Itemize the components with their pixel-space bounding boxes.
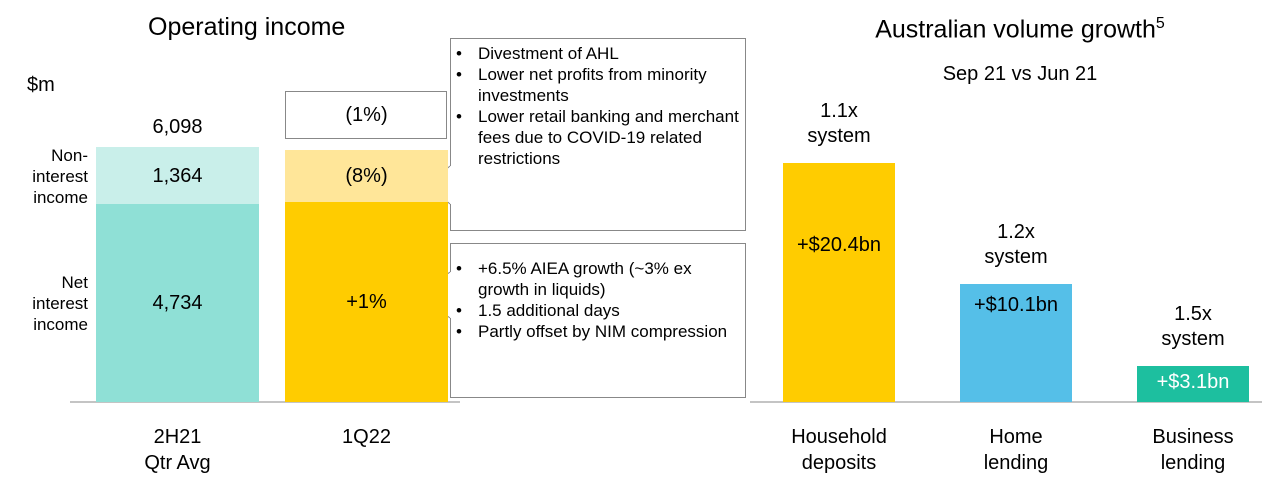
bar [960, 283, 1072, 402]
bar-segment [96, 204, 259, 402]
value-label: +$10.1bn [974, 293, 1058, 316]
bar [783, 163, 895, 402]
callout-list: Divestment of AHLLower net profits from … [452, 43, 744, 169]
value-label: +$20.4bn [797, 233, 881, 256]
annotation: 1.1x system [807, 100, 871, 147]
x-tick-label: Home lending [983, 426, 1049, 474]
value-label: +$3.1bn [1156, 370, 1230, 393]
bar-segment [96, 147, 259, 205]
value-label: 4,734 [152, 292, 203, 315]
x-tick-label: Business lending [1152, 426, 1234, 474]
value-label: 1,364 [152, 164, 203, 187]
callout-item: Divestment of AHL [452, 43, 744, 64]
chart-title: Operating income [148, 13, 346, 41]
callout-item: +6.5% AIEA growth (~3% ex growth in liqu… [452, 258, 744, 300]
callout-item: Lower retail banking and merchant fees d… [452, 106, 744, 169]
legend-label: Net interest income [32, 273, 88, 335]
title-text: Australian volume growth [875, 15, 1156, 44]
total-label: (1%) [345, 104, 388, 126]
total-label: 6,098 [152, 116, 203, 138]
callout-item: Lower net profits from minority investme… [452, 64, 744, 106]
total-box [285, 91, 447, 139]
chart-title: Australian volume growth5 [790, 14, 1250, 44]
value-label: +1% [346, 291, 387, 314]
bar-segment [285, 149, 448, 203]
callout-item: Partly offset by NIM compression [452, 321, 744, 342]
unit-label: $m [27, 74, 55, 96]
x-tick-label: 1Q22 [342, 426, 391, 448]
subtitle: Sep 21 vs Jun 21 [942, 63, 1098, 85]
footnote-mark: 5 [1155, 15, 1165, 32]
annotation: 1.2x system [984, 220, 1048, 268]
annotation: 1.5x system [1161, 302, 1225, 350]
legend-label: Non- interest income [32, 145, 88, 207]
value-label: (8%) [345, 164, 388, 187]
x-tick-label: 2H21 Qtr Avg [144, 426, 211, 474]
callout-list: +6.5% AIEA growth (~3% ex growth in liqu… [452, 258, 744, 342]
bar [1137, 365, 1249, 402]
x-tick-label: Household deposits [791, 426, 887, 474]
bar-segment [285, 202, 448, 402]
callout-item: 1.5 additional days [452, 300, 744, 321]
